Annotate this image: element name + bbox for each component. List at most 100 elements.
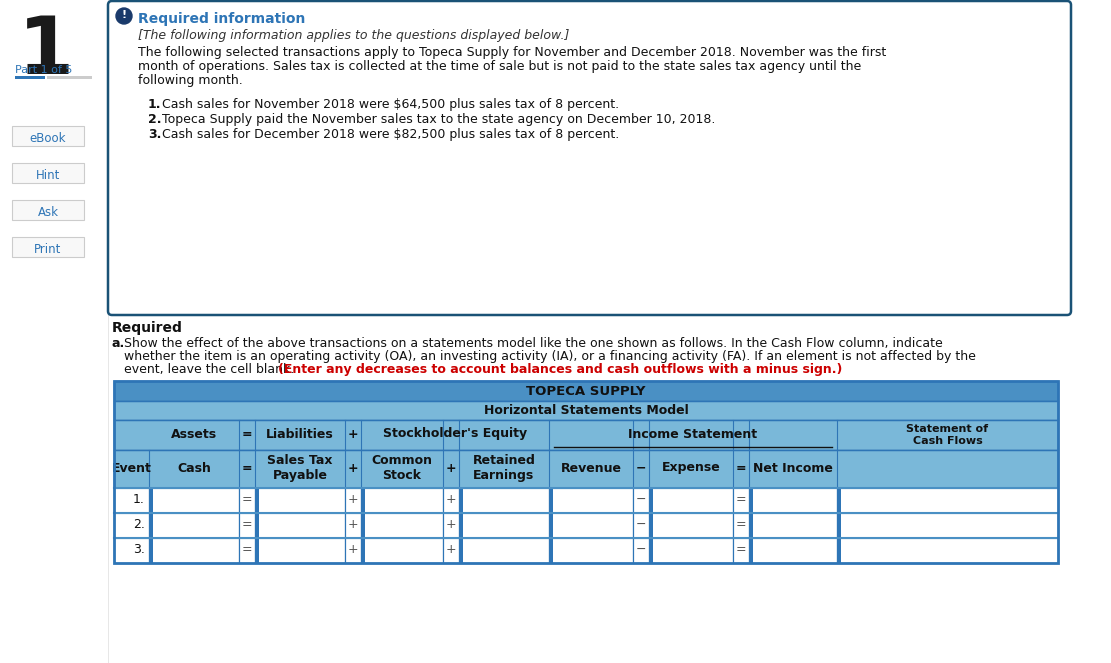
Text: 1.: 1.: [133, 493, 146, 506]
Text: =: =: [735, 543, 747, 556]
Bar: [114, 450, 1058, 488]
Bar: [256, 488, 259, 513]
Text: Stockholder's Equity: Stockholder's Equity: [383, 428, 527, 440]
Bar: [649, 488, 653, 513]
Bar: [361, 488, 443, 513]
Text: Cash sales for December 2018 were $82,500 plus sales tax of 8 percent.: Cash sales for December 2018 were $82,50…: [162, 128, 619, 141]
Text: whether the item is an operating activity (OA), an investing activity (IA), or a: whether the item is an operating activit…: [124, 350, 975, 363]
Bar: [256, 513, 346, 538]
Bar: [149, 538, 153, 563]
Bar: [749, 538, 837, 563]
Bar: [12, 126, 84, 146]
Text: +: +: [348, 493, 359, 506]
Text: Expense: Expense: [662, 461, 720, 475]
Text: −: −: [635, 493, 647, 506]
Bar: [12, 237, 84, 257]
Bar: [649, 513, 733, 538]
Text: =: =: [735, 493, 747, 506]
Text: 3.: 3.: [148, 128, 161, 141]
Bar: [549, 488, 553, 513]
Bar: [256, 538, 346, 563]
Bar: [549, 513, 633, 538]
Text: month of operations. Sales tax is collected at the time of sale but is not paid : month of operations. Sales tax is collec…: [138, 60, 861, 73]
Bar: [549, 513, 553, 538]
Bar: [459, 513, 463, 538]
Text: Required: Required: [112, 321, 183, 335]
Bar: [749, 513, 837, 538]
Circle shape: [116, 8, 132, 24]
Text: −: −: [635, 461, 647, 475]
Bar: [549, 538, 633, 563]
Text: +: +: [348, 461, 359, 475]
Bar: [346, 488, 361, 513]
Text: Common
Stock: Common Stock: [371, 454, 432, 482]
Bar: [837, 538, 1058, 563]
Bar: [16, 76, 46, 79]
Bar: [749, 488, 753, 513]
Text: =: =: [735, 461, 747, 475]
Bar: [114, 401, 1058, 420]
Text: following month.: following month.: [138, 74, 242, 87]
Bar: [114, 538, 149, 563]
Bar: [733, 513, 749, 538]
Bar: [239, 513, 256, 538]
Bar: [256, 538, 259, 563]
Text: +: +: [446, 543, 457, 556]
Bar: [256, 488, 346, 513]
Text: a.: a.: [112, 337, 126, 350]
Text: +: +: [446, 518, 457, 531]
Text: event, leave the cell blank.: event, leave the cell blank.: [124, 363, 298, 376]
Text: Horizontal Statements Model: Horizontal Statements Model: [483, 404, 689, 417]
Bar: [459, 538, 463, 563]
Text: Ask: Ask: [38, 206, 59, 219]
Text: Statement of
Cash Flows: Statement of Cash Flows: [907, 424, 989, 446]
Text: −: −: [635, 518, 647, 531]
Bar: [837, 538, 841, 563]
Bar: [443, 538, 459, 563]
Text: !: !: [121, 11, 127, 21]
Text: =: =: [242, 543, 252, 556]
Text: Retained
Earnings: Retained Earnings: [472, 454, 536, 482]
Text: =: =: [242, 493, 252, 506]
Text: [The following information applies to the questions displayed below.]: [The following information applies to th…: [138, 29, 569, 42]
Bar: [649, 488, 733, 513]
Bar: [733, 538, 749, 563]
Text: Event: Event: [111, 461, 151, 475]
Bar: [649, 513, 653, 538]
Bar: [149, 488, 239, 513]
Text: Assets: Assets: [171, 428, 217, 440]
Bar: [633, 538, 649, 563]
Bar: [149, 513, 153, 538]
Bar: [346, 538, 361, 563]
Text: 1: 1: [18, 13, 74, 91]
Text: 1.: 1.: [148, 98, 161, 111]
Bar: [837, 488, 841, 513]
FancyBboxPatch shape: [108, 1, 1071, 315]
Text: Topeca Supply paid the November sales tax to the state agency on December 10, 20: Topeca Supply paid the November sales ta…: [162, 113, 715, 126]
Text: +: +: [348, 428, 359, 440]
Bar: [239, 538, 256, 563]
Bar: [114, 420, 1058, 450]
Bar: [239, 488, 256, 513]
Text: Cash sales for November 2018 were $64,500 plus sales tax of 8 percent.: Cash sales for November 2018 were $64,50…: [162, 98, 619, 111]
Text: +: +: [446, 461, 457, 475]
Text: Part 1 of 5: Part 1 of 5: [16, 65, 72, 75]
Bar: [837, 513, 1058, 538]
Text: Required information: Required information: [138, 12, 306, 26]
Bar: [749, 513, 753, 538]
Bar: [633, 488, 649, 513]
Bar: [443, 513, 459, 538]
Text: Liabilities: Liabilities: [267, 428, 334, 440]
Bar: [837, 513, 841, 538]
Bar: [361, 513, 366, 538]
Text: (Enter any decreases to account balances and cash outflows with a minus sign.): (Enter any decreases to account balances…: [278, 363, 842, 376]
Text: Cash: Cash: [177, 461, 211, 475]
Text: Show the effect of the above transactions on a statements model like the one sho: Show the effect of the above transaction…: [124, 337, 943, 350]
Text: eBook: eBook: [30, 132, 67, 145]
Text: =: =: [242, 428, 252, 440]
Bar: [256, 513, 259, 538]
Text: 2.: 2.: [133, 518, 146, 531]
Bar: [443, 488, 459, 513]
Text: Revenue: Revenue: [561, 461, 621, 475]
Bar: [47, 76, 92, 79]
